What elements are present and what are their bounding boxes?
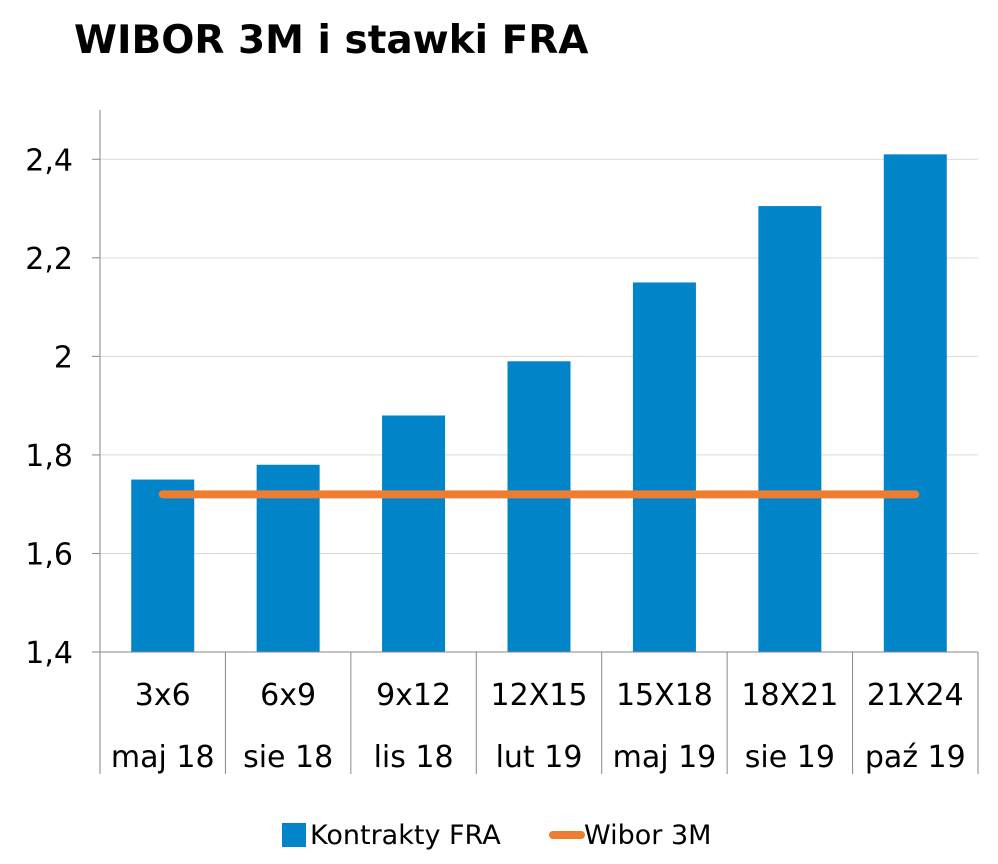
x-tick-label: 12X15 [491,678,588,713]
bar-series [131,154,947,652]
y-tick-label: 1,6 [25,537,73,572]
y-tick-label: 2 [54,340,73,375]
y-tick-label: 2,4 [25,143,73,178]
x-tick-label: 6x9 [260,678,316,713]
bar [131,479,195,652]
chart-title: WIBOR 3M i stawki FRA [74,18,589,63]
x-tick-label: 9x12 [376,678,451,713]
legend-label: Wibor 3M [584,820,711,851]
x-tick-date-label: sie 19 [745,740,835,775]
bar [758,206,822,652]
bar [507,361,571,652]
bar [382,415,446,652]
axis-labels: 1,4 1,6 1,8 2 2,2 2,4 3x6 maj 18 6x9 sie 18 9x12 li… [25,143,965,775]
legend-label: Kontrakty FRA [310,820,501,851]
axes [92,110,979,774]
y-tick-label: 1,4 [25,636,73,671]
y-tick-label: 1,8 [25,439,73,474]
x-tick-label: 18X21 [741,678,838,713]
x-tick-label: 3x6 [135,678,191,713]
x-tick-label: 15X18 [616,678,713,713]
bar [632,282,696,652]
x-tick-date-label: maj 19 [613,740,717,775]
y-tick-label: 2,2 [25,242,73,277]
x-tick-date-label: lis 18 [374,740,454,775]
x-tick-date-label: lut 19 [496,740,583,775]
x-tick-date-label: sie 18 [243,740,333,775]
x-tick-date-label: maj 18 [111,740,215,775]
x-tick-label: 21X24 [867,678,964,713]
bar [883,154,947,652]
legend-swatch-bar [282,823,306,847]
legend: Kontrakty FRA Wibor 3M [282,820,711,851]
x-tick-date-label: paź 19 [865,740,966,775]
